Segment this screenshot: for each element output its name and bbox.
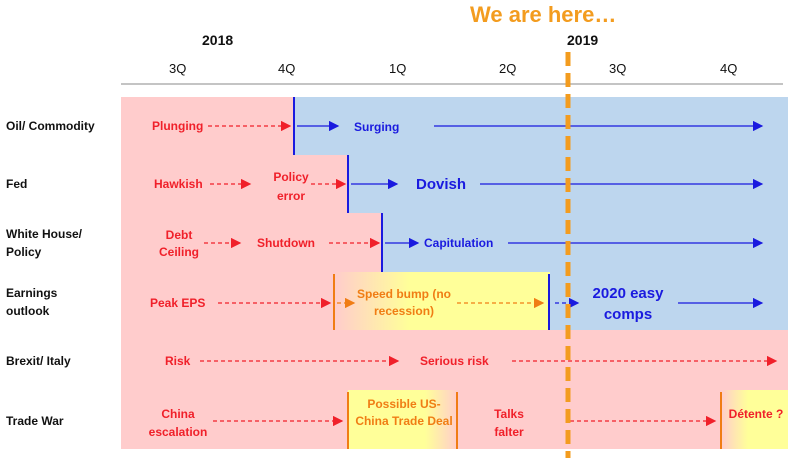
wh-debt-ceiling: Debt Ceiling <box>158 228 199 259</box>
year-2019: 2019 <box>567 32 599 48</box>
row-label-oil: Oil/ Commodity <box>6 119 95 133</box>
we-are-here-banner: We are here… <box>470 2 617 27</box>
fed-hawkish: Hawkish <box>154 177 203 191</box>
eps-speed-bump: Speed bump (no recession) <box>357 287 451 318</box>
eps-peak: Peak EPS <box>150 296 206 310</box>
quarter-3q-2019: 3Q <box>609 61 627 76</box>
oil-plunging: Plunging <box>152 119 204 133</box>
quarter-2q-2019: 2Q <box>499 61 517 76</box>
quarter-4q-2019: 4Q <box>720 61 738 76</box>
trade-china-escalation: China escalation <box>148 407 208 439</box>
wh-capitulation: Capitulation <box>424 236 494 250</box>
brexit-risk: Risk <box>165 354 191 368</box>
oil-surging: Surging <box>354 120 400 134</box>
quarter-3q-2018: 3Q <box>169 61 187 76</box>
quarter-1q-2019: 1Q <box>389 61 407 76</box>
row-label-earnings: Earnings outlook <box>6 286 58 318</box>
brexit-serious-risk: Serious risk <box>420 354 489 368</box>
row-label-trade: Trade War <box>6 414 64 428</box>
eps-yellow-box <box>334 272 550 330</box>
trade-possible-deal: Possible US-China Trade Deal <box>355 397 453 428</box>
trade-detente: Détente ? <box>728 407 784 421</box>
fed-dovish: Dovish <box>416 176 467 193</box>
fed-policy-error: Policy error <box>273 170 309 203</box>
row-label-fed: Fed <box>6 177 28 191</box>
trade-yellow-box-2 <box>721 390 788 449</box>
wh-shutdown: Shutdown <box>257 236 315 250</box>
trade-yellow-box <box>348 390 458 449</box>
eps-easy-comps: 2020 easy comps <box>592 285 664 323</box>
trade-talks-falter: Talks falter <box>494 407 524 439</box>
quarter-4q-2018: 4Q <box>278 61 296 76</box>
row-label-white-house: White House/ Policy <box>6 227 83 259</box>
row-label-brexit: Brexit/ Italy <box>6 354 71 368</box>
year-2018: 2018 <box>202 32 234 48</box>
eps-blue-area <box>549 272 788 330</box>
